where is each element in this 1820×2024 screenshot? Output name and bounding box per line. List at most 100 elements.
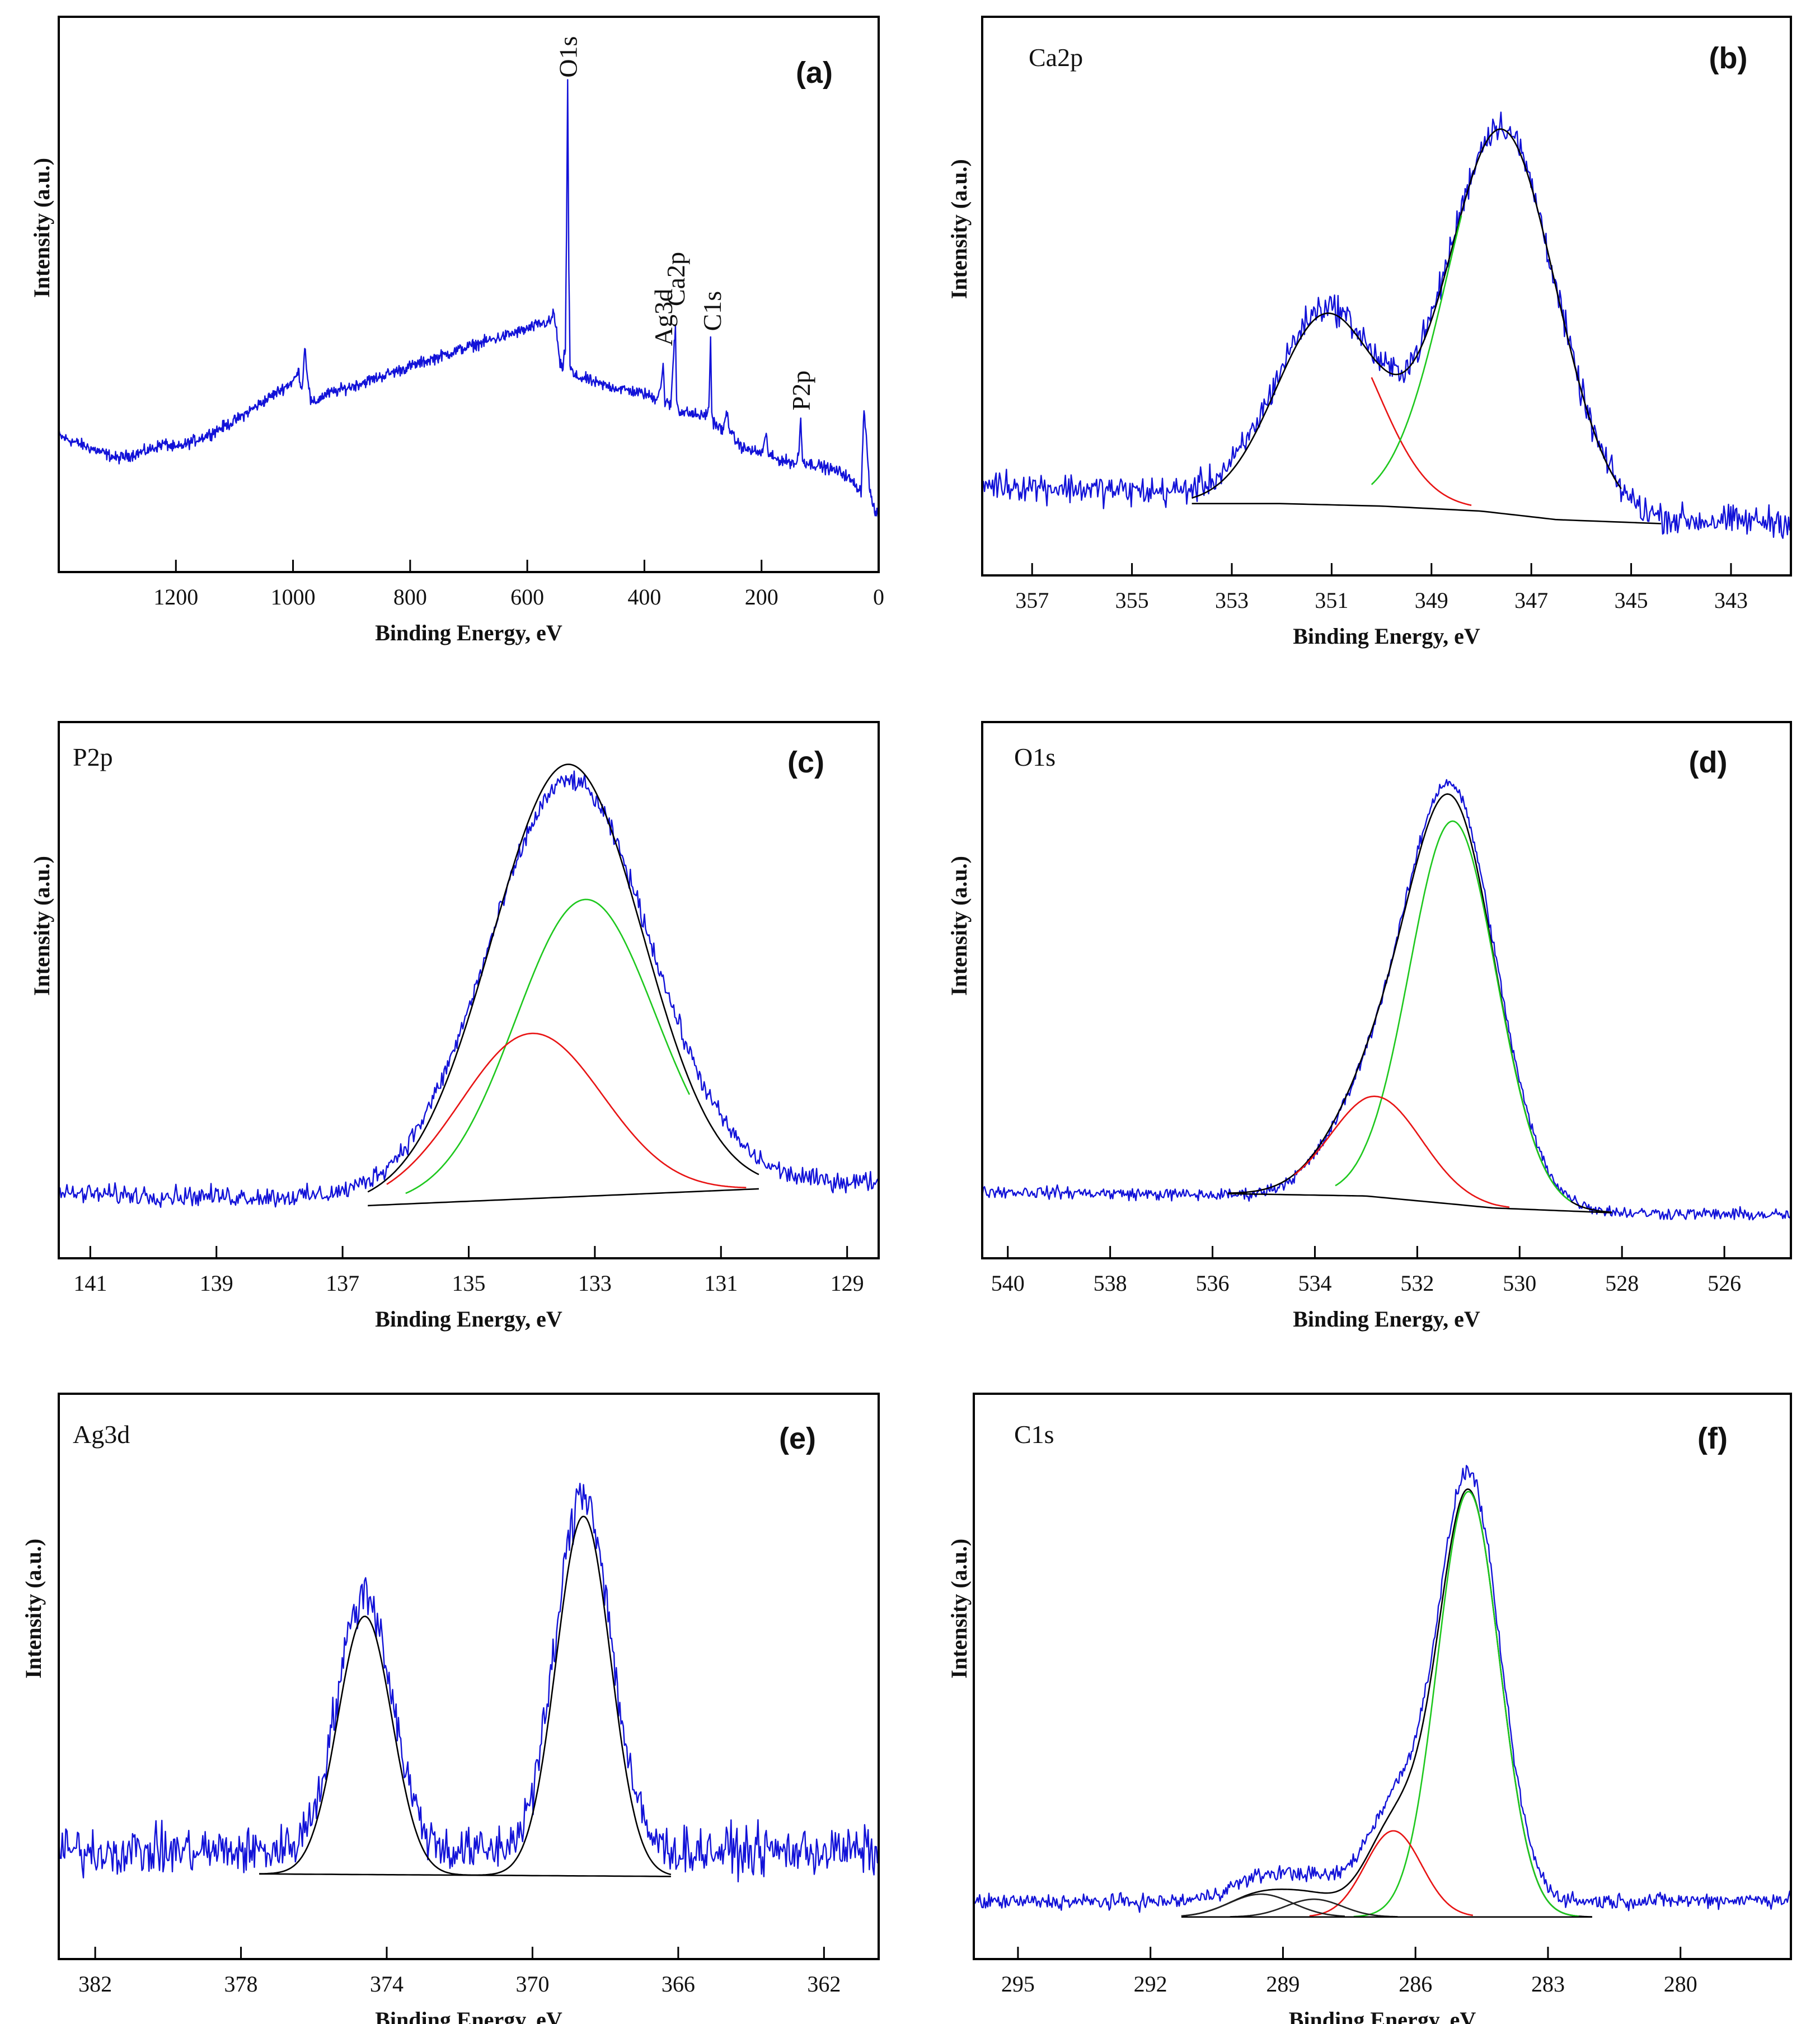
plot-frame-d bbox=[981, 721, 1792, 1259]
x-tick-label: 292 bbox=[1134, 1971, 1167, 1997]
x-tick-label: 129 bbox=[831, 1271, 864, 1296]
series-b-raw bbox=[982, 111, 1791, 539]
panel-letter: (e) bbox=[779, 1422, 816, 1455]
x-tick-label: 800 bbox=[393, 584, 427, 610]
x-tick-label: 534 bbox=[1298, 1271, 1331, 1296]
x-tick-label: 200 bbox=[745, 584, 778, 610]
x-axis-title: Binding Energy, eV bbox=[375, 1306, 562, 1332]
x-tick-label: 530 bbox=[1503, 1271, 1536, 1296]
panel-a: 1200 1000 800 600 400 200 0 Binding Energy, eV I… bbox=[29, 16, 884, 645]
element-label: Ca2p bbox=[1029, 43, 1083, 72]
series-f-raw bbox=[974, 1465, 1791, 1913]
panel-e: 382 378 374 370 366 362 Binding Energy, eV Inte… bbox=[21, 1393, 880, 2024]
series-f-peak-289-5-ev bbox=[1181, 1893, 1345, 1917]
panel-d: 540 538 536 534 532 530 528 526 Binding Energy, … bbox=[946, 721, 1792, 1332]
x-tick-label: 133 bbox=[578, 1271, 612, 1296]
plot-frame-a bbox=[58, 16, 880, 573]
x-tick-label: 528 bbox=[1605, 1271, 1639, 1296]
panel-letter: (d) bbox=[1689, 746, 1728, 779]
x-tick-label: 289 bbox=[1266, 1971, 1300, 1997]
plot-area-b bbox=[982, 111, 1791, 539]
plot-frame-b bbox=[981, 16, 1792, 577]
x-tick-label: 1000 bbox=[271, 584, 316, 610]
series-c-raw bbox=[59, 770, 879, 1208]
x-axis-title: Binding Energy, eV bbox=[1293, 1306, 1480, 1332]
panel-c: 141 139 137 135 133 131 129 Binding Energy, eV I… bbox=[29, 721, 880, 1332]
x-axis-title: Binding Energy, eV bbox=[375, 2007, 562, 2024]
series-f-peak-286-5-ev bbox=[1309, 1830, 1474, 1917]
series-b-peak-347-6-ev bbox=[1371, 215, 1462, 485]
x-tick-label: 362 bbox=[807, 1971, 841, 1997]
y-axis-title: Intensity (a.u.) bbox=[946, 856, 972, 996]
x-tick-label: 280 bbox=[1664, 1971, 1697, 1997]
series-c-fit-envelope bbox=[367, 763, 759, 1193]
x-tick-label: 374 bbox=[370, 1971, 404, 1997]
panel-f: 295 292 289 286 283 280 Binding Energy, eV Inte… bbox=[946, 1393, 1792, 2024]
panel-b: 357 355 353 351 349 347 345 343 Binding Energy, … bbox=[946, 16, 1792, 649]
y-axis-title: Intensity (a.u.) bbox=[946, 159, 972, 299]
series-b-background bbox=[1192, 503, 1662, 524]
x-tick-label: 538 bbox=[1094, 1271, 1127, 1296]
x-tick-label: 283 bbox=[1531, 1971, 1565, 1997]
peak-annotation-c1s: C1s bbox=[698, 291, 726, 331]
series-e-background bbox=[259, 1873, 671, 1877]
y-axis-title: Intensity (a.u.) bbox=[29, 158, 54, 298]
plot-area-f bbox=[974, 1465, 1791, 1918]
x-tick-label: 141 bbox=[73, 1271, 107, 1296]
x-tick-label: 135 bbox=[452, 1271, 486, 1296]
series-d-peak-532-8-ev bbox=[1294, 1095, 1510, 1208]
panel-letter: (c) bbox=[787, 746, 824, 779]
plot-area-c bbox=[59, 763, 879, 1208]
y-axis-title: Intensity (a.u.) bbox=[21, 1539, 46, 1679]
plot-area-e bbox=[59, 1482, 879, 1883]
x-tick-label: 286 bbox=[1399, 1971, 1432, 1997]
panel-letter: (a) bbox=[796, 56, 833, 90]
x-tick-label: 0 bbox=[873, 584, 884, 610]
x-tick-label: 139 bbox=[200, 1271, 233, 1296]
x-tick-label: 378 bbox=[224, 1971, 258, 1997]
x-axis-title: Binding Energy, eV bbox=[1293, 624, 1480, 649]
peak-annotation-ca2p: Ca2p bbox=[662, 252, 690, 306]
peak-annotation-o1s: O1s bbox=[553, 36, 582, 78]
series-d-peak-531-3-ev bbox=[1335, 820, 1572, 1202]
x-tick-label: 347 bbox=[1514, 588, 1548, 613]
x-tick-label: 357 bbox=[1015, 588, 1049, 613]
panel-letter: (b) bbox=[1709, 41, 1748, 75]
x-tick-label: 295 bbox=[1001, 1971, 1035, 1997]
element-label: O1s bbox=[1014, 743, 1056, 771]
x-axis-title: Binding Energy, eV bbox=[375, 620, 562, 645]
series-d-background bbox=[1227, 1193, 1612, 1214]
x-tick-label: 382 bbox=[78, 1971, 112, 1997]
x-tick-label: 536 bbox=[1196, 1271, 1230, 1296]
y-axis-title: Intensity (a.u.) bbox=[29, 856, 54, 996]
x-tick-label: 137 bbox=[326, 1271, 359, 1296]
x-tick-label: 345 bbox=[1615, 588, 1648, 613]
series-f-peak-284-8-ev bbox=[1353, 1491, 1579, 1918]
x-tick-label: 366 bbox=[662, 1971, 695, 1997]
element-label: C1s bbox=[1014, 1420, 1054, 1449]
series-f-peak-288-3-ev bbox=[1230, 1898, 1398, 1918]
series-a-survey bbox=[59, 79, 879, 518]
element-label: Ag3d bbox=[73, 1420, 130, 1449]
x-tick-label: 351 bbox=[1315, 588, 1348, 613]
series-c-background bbox=[368, 1188, 759, 1207]
x-tick-label: 1200 bbox=[153, 584, 198, 610]
series-c-peak-134-0-ev bbox=[386, 1032, 747, 1189]
panel-letter: (f) bbox=[1697, 1422, 1728, 1455]
x-tick-label: 349 bbox=[1415, 588, 1448, 613]
series-c-peak-133-1-ev bbox=[405, 898, 691, 1194]
plot-area-d bbox=[982, 779, 1791, 1221]
x-tick-label: 353 bbox=[1215, 588, 1249, 613]
series-e-raw bbox=[59, 1482, 879, 1883]
x-axis-title: Binding Energy, eV bbox=[1289, 2007, 1476, 2024]
plot-area-a bbox=[59, 79, 879, 518]
series-b-peak-351-1-ev bbox=[1371, 377, 1472, 506]
x-tick-label: 400 bbox=[627, 584, 661, 610]
x-tick-label: 532 bbox=[1400, 1271, 1434, 1296]
peak-annotation-p2p: P2p bbox=[787, 371, 815, 411]
x-tick-label: 131 bbox=[704, 1271, 738, 1296]
y-axis-title: Intensity (a.u.) bbox=[946, 1539, 972, 1679]
x-tick-label: 526 bbox=[1708, 1271, 1741, 1296]
